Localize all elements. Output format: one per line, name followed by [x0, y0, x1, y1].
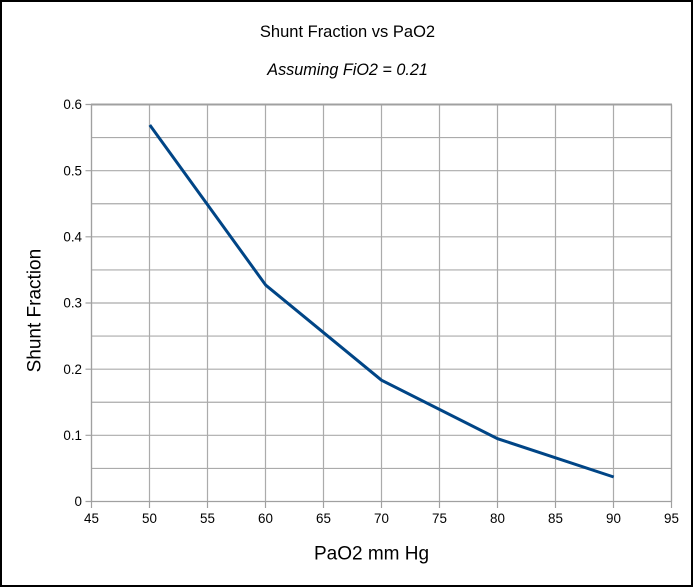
svg-text:0.5: 0.5 [63, 163, 82, 178]
svg-text:Assuming FiO2 = 0.21: Assuming FiO2 = 0.21 [266, 61, 428, 79]
svg-text:60: 60 [258, 511, 273, 526]
svg-text:70: 70 [374, 511, 389, 526]
svg-text:80: 80 [490, 511, 505, 526]
svg-text:0.4: 0.4 [63, 230, 82, 245]
svg-text:Shunt Fraction vs PaO2: Shunt Fraction vs PaO2 [260, 23, 435, 41]
svg-text:Shunt Fraction: Shunt Fraction [25, 249, 46, 373]
svg-text:0: 0 [75, 494, 82, 509]
svg-text:0.3: 0.3 [63, 296, 82, 311]
svg-text:0.1: 0.1 [63, 428, 82, 443]
svg-text:PaO2 mm Hg: PaO2 mm Hg [314, 543, 429, 564]
svg-text:65: 65 [316, 511, 331, 526]
svg-text:85: 85 [548, 511, 563, 526]
svg-text:50: 50 [142, 511, 157, 526]
svg-text:45: 45 [84, 511, 99, 526]
svg-text:75: 75 [432, 511, 447, 526]
svg-text:90: 90 [606, 511, 621, 526]
svg-text:95: 95 [664, 511, 679, 526]
svg-text:55: 55 [200, 511, 215, 526]
svg-text:0.2: 0.2 [63, 362, 82, 377]
svg-text:0.6: 0.6 [63, 97, 82, 112]
